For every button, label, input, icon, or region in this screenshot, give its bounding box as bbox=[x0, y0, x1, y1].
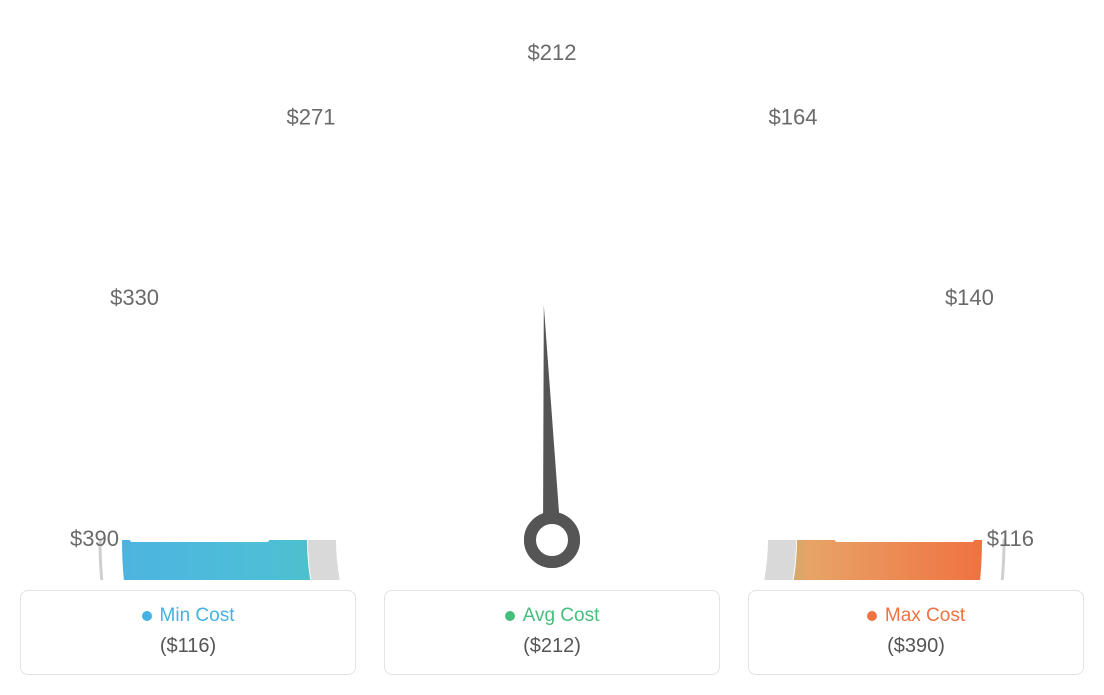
svg-text:$212: $212 bbox=[528, 40, 577, 65]
dot-icon bbox=[142, 611, 152, 621]
svg-text:$390: $390 bbox=[70, 526, 119, 551]
dot-icon bbox=[867, 611, 877, 621]
svg-text:$271: $271 bbox=[287, 104, 336, 129]
svg-text:$116: $116 bbox=[987, 526, 1034, 551]
cost-gauge: $116 $140 $164 $212 $271 $330 $390 bbox=[20, 20, 1084, 580]
legend-value: ($390) bbox=[759, 635, 1073, 658]
legend-label: Avg Cost bbox=[523, 605, 600, 627]
svg-text:$330: $330 bbox=[110, 285, 159, 310]
legend-value: ($116) bbox=[31, 635, 345, 658]
legend-row: Min Cost ($116) Avg Cost ($212) Max Cost… bbox=[20, 590, 1084, 675]
legend-card-max: Max Cost ($390) bbox=[748, 590, 1084, 675]
dot-icon bbox=[505, 611, 515, 621]
legend-value: ($212) bbox=[395, 635, 709, 658]
legend-label: Max Cost bbox=[885, 605, 965, 627]
svg-text:$140: $140 bbox=[945, 285, 994, 310]
svg-text:$164: $164 bbox=[769, 104, 818, 129]
legend-card-min: Min Cost ($116) bbox=[20, 590, 356, 675]
legend-label: Min Cost bbox=[160, 605, 235, 627]
legend-card-avg: Avg Cost ($212) bbox=[384, 590, 720, 675]
